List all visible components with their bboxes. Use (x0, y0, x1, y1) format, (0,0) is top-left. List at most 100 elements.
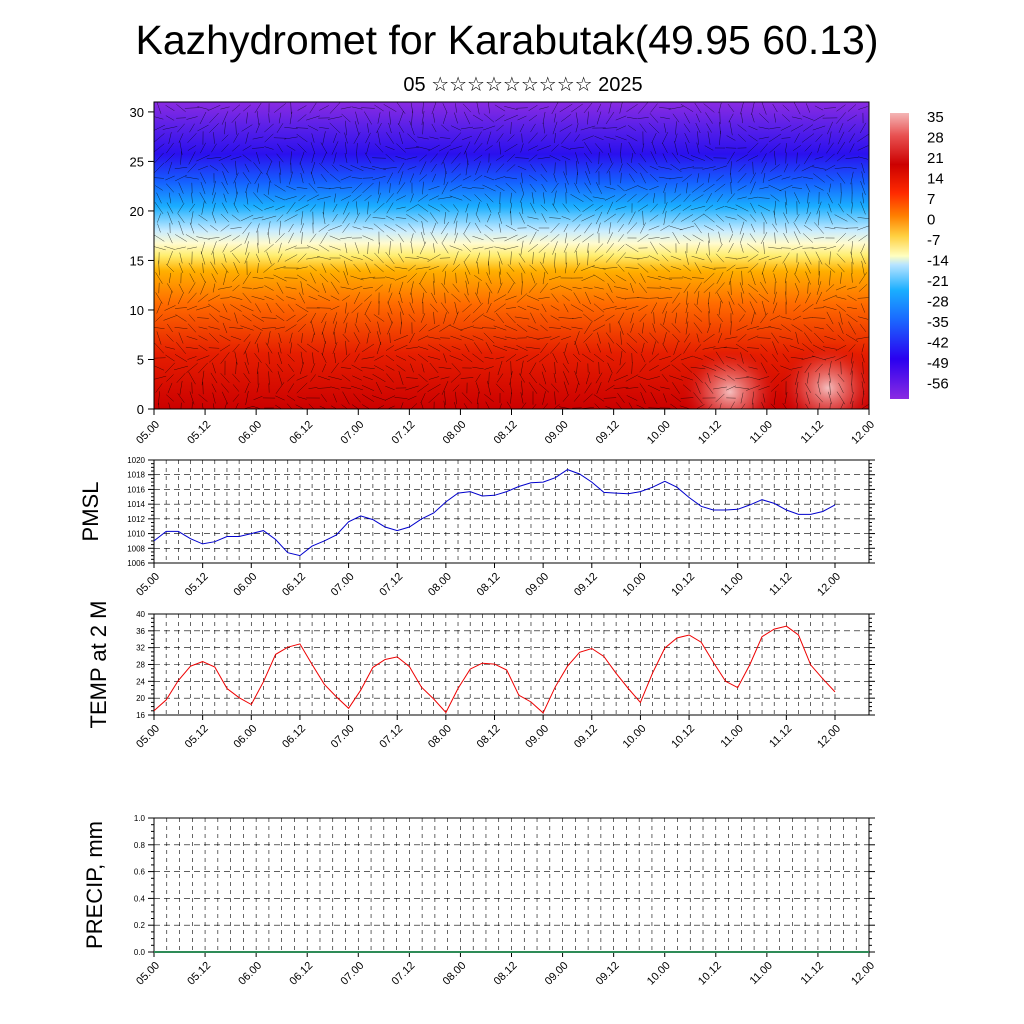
wind-vector (740, 352, 744, 364)
wind-vector (781, 324, 791, 332)
wind-vector (411, 242, 413, 254)
wind-vector (769, 315, 781, 321)
wind-vector (309, 204, 317, 212)
wind-vector (695, 122, 701, 134)
wind-vector (620, 331, 622, 345)
wind-vector (594, 403, 601, 409)
wind-vector (737, 172, 747, 184)
wind-vector (209, 333, 219, 343)
wind-vector (353, 263, 361, 273)
wind-vector (263, 263, 275, 273)
heatmap-x-tick-label: 05.00 (134, 419, 162, 447)
panel-y-tick-label: 0.0 (134, 948, 146, 957)
wind-vector (244, 252, 250, 264)
wind-vector (703, 103, 715, 113)
wind-vector (672, 333, 680, 343)
wind-vector (387, 301, 393, 315)
wind-vector (410, 233, 414, 243)
wind-vector (727, 375, 735, 381)
wind-vectors (154, 102, 869, 409)
wind-vector (726, 365, 736, 371)
wind-vector (574, 341, 580, 355)
wind-vector (541, 213, 547, 223)
wind-vector (840, 192, 842, 204)
wind-vector (440, 302, 450, 314)
wind-vector (475, 252, 481, 264)
wind-vector (517, 305, 527, 311)
wind-vector (801, 133, 815, 143)
wind-vector (154, 177, 164, 179)
wind-vector (858, 106, 868, 110)
wind-vector (829, 373, 831, 383)
panel-x-tick-label: 09.12 (594, 960, 622, 988)
wind-vector (496, 155, 504, 161)
wind-vector (295, 127, 309, 129)
wind-vector (450, 173, 462, 183)
wind-vector (345, 142, 347, 154)
wind-vector (553, 403, 560, 409)
wind-vector (240, 325, 254, 331)
wind-vector (680, 375, 694, 381)
wind-vector (702, 266, 716, 270)
wind-vector (340, 195, 352, 201)
wind-vector (592, 266, 606, 270)
wind-vector (716, 292, 724, 304)
wind-vector (330, 405, 338, 409)
wind-vector (606, 162, 614, 174)
wind-vector (834, 167, 848, 169)
wind-vector (690, 366, 706, 370)
wind-vector (297, 253, 307, 263)
wind-vector (802, 303, 814, 313)
wind-vector (551, 102, 559, 115)
wind-vector (455, 103, 457, 113)
wind-vector (696, 173, 700, 183)
wind-vector (683, 282, 691, 294)
wind-vector (318, 224, 330, 232)
wind-vector (794, 133, 800, 143)
wind-vector (431, 173, 437, 183)
wind-vector (606, 292, 614, 304)
wind-vector (451, 152, 461, 164)
wind-vector (802, 343, 814, 353)
wind-vector (286, 403, 293, 409)
wind-vector (549, 217, 561, 219)
wind-vector (815, 291, 823, 305)
wind-vector (476, 382, 480, 394)
wind-vector (801, 164, 815, 172)
wind-vector (749, 233, 757, 243)
wind-vector (462, 186, 472, 190)
wind-vector (617, 213, 625, 223)
wind-vector (406, 204, 418, 212)
wind-vector (761, 402, 765, 409)
heatmap-x-tick-label: 06.00 (236, 419, 264, 447)
panel-x-tick-label: 05.00 (134, 571, 162, 599)
wind-vector (737, 196, 747, 200)
wind-vector (362, 404, 371, 409)
wind-vector (507, 264, 515, 272)
wind-vector (400, 242, 402, 254)
wind-vector (642, 210, 644, 226)
wind-vector (585, 161, 591, 175)
wind-vector (253, 162, 263, 174)
wind-vector (351, 302, 363, 314)
wind-vector (861, 390, 865, 406)
wind-vector (770, 384, 780, 392)
wind-vector (350, 275, 364, 281)
wind-vector (328, 225, 342, 231)
wind-vector (575, 112, 579, 124)
panel-y-tick-label: 0.4 (134, 894, 146, 903)
wind-vector (329, 245, 341, 251)
wind-vector (386, 132, 394, 144)
wind-vector (559, 103, 573, 113)
wind-vector (839, 311, 843, 325)
wind-vector (383, 104, 397, 112)
wind-vector (671, 212, 681, 224)
wind-vector (440, 221, 450, 235)
wind-vector (520, 360, 524, 376)
wind-vector (157, 213, 161, 223)
wind-vector (846, 213, 858, 223)
wind-vector (430, 303, 438, 313)
wind-vector (351, 385, 363, 391)
wind-vector (444, 292, 446, 304)
wind-vector (244, 232, 250, 244)
